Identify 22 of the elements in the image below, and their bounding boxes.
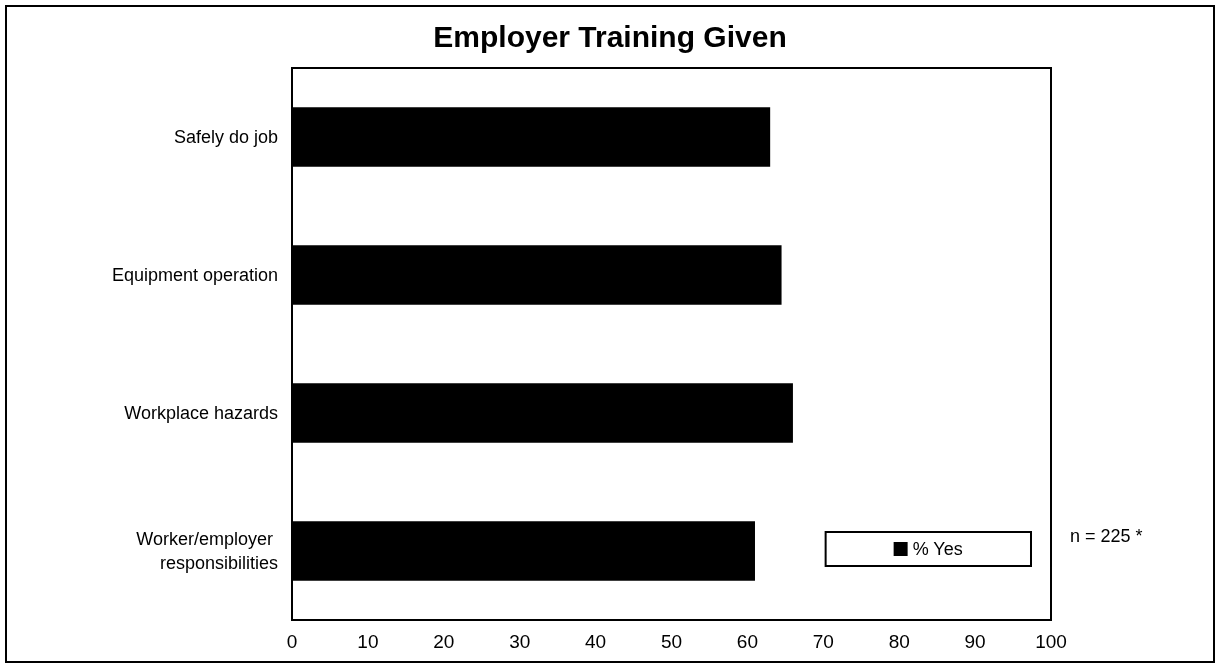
x-tick-label: 80 xyxy=(888,631,910,652)
x-tick-label: 60 xyxy=(736,631,758,652)
bar xyxy=(292,521,755,581)
bar xyxy=(292,383,793,443)
x-tick-label: 0 xyxy=(286,631,298,652)
x-tick-label: 70 xyxy=(812,631,834,652)
bar xyxy=(292,245,782,305)
x-tick-label: 50 xyxy=(660,631,683,652)
x-tick-label: 30 xyxy=(509,631,531,652)
y-tick-label: Workplace hazards xyxy=(124,403,278,423)
x-tick-label: 100 xyxy=(1035,631,1067,652)
bar xyxy=(292,107,771,167)
y-tick-label: Equipment operation xyxy=(111,265,278,285)
x-tick-label: 40 xyxy=(585,631,607,652)
text: n = 225 * xyxy=(1070,526,1143,546)
y-tick-label: Safely do job xyxy=(173,127,278,147)
x-tick-label: 90 xyxy=(964,631,986,652)
x-tick-label: 20 xyxy=(433,631,455,652)
x-tick-label: 10 xyxy=(357,631,379,652)
legend-label: % Yes xyxy=(912,539,963,559)
y-tick-label: Worker/employer responsibilities xyxy=(136,529,278,573)
chart-title: Employer Training Given xyxy=(433,19,787,53)
